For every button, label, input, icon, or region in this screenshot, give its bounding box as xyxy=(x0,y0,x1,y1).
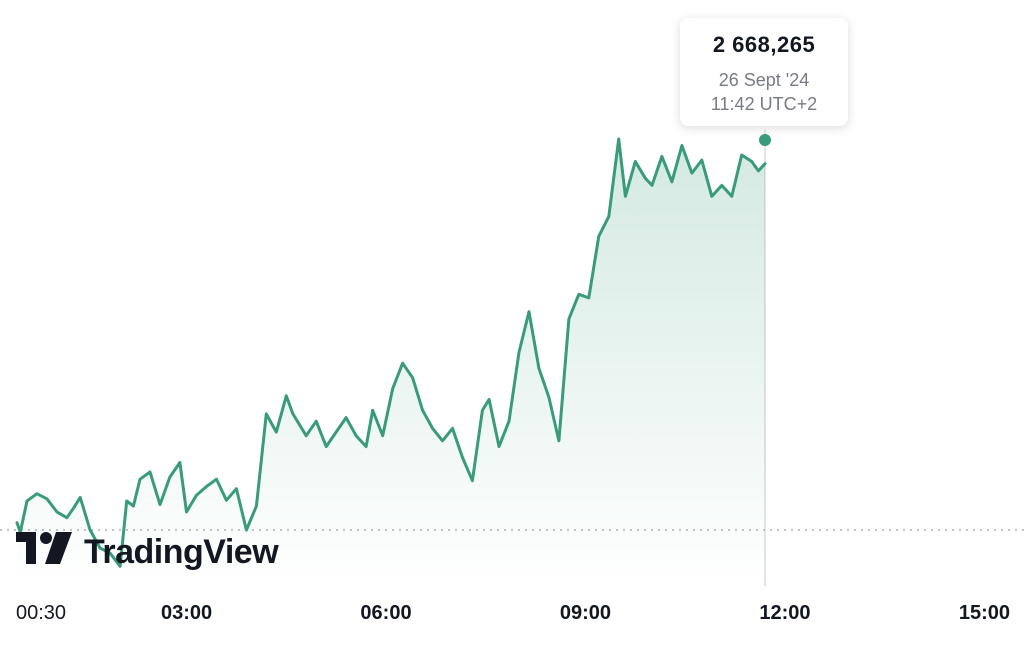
x-tick-label: 12:00 xyxy=(759,602,810,624)
x-tick-label: 00:30 xyxy=(16,602,66,624)
x-tick-label: 15:00 xyxy=(959,602,1010,624)
x-tick-label: 03:00 xyxy=(161,602,212,624)
price-line[interactable] xyxy=(15,137,767,568)
tradingview-logo-text: TradingView xyxy=(84,533,279,571)
x-tick-label: 09:00 xyxy=(560,602,611,624)
x-tick-label: 06:00 xyxy=(360,602,411,624)
tradingview-logo: TradingView xyxy=(16,532,280,571)
tooltip-date: 26 Sept '24 xyxy=(718,70,810,90)
tooltip-time: 11:42 UTC+2 xyxy=(710,94,818,114)
last-price-dot[interactable] xyxy=(759,134,771,146)
x-axis-ticks: 00:30 03:00 06:00 09:00 12:00 15:00 xyxy=(16,602,1010,624)
tooltip-price: 2 668,265 xyxy=(712,32,816,57)
price-area-fill xyxy=(17,139,765,586)
tradingview-logo-icon xyxy=(16,532,72,564)
price-tooltip: 2 668,265 26 Sept '24 11:42 UTC+2 xyxy=(680,18,848,126)
